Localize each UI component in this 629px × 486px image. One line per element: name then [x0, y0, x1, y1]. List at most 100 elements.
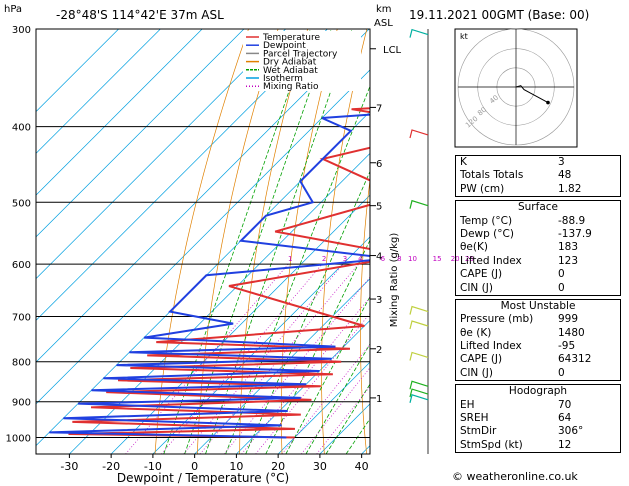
km-axis: LCL 7 6 5 4 3 2 1	[370, 45, 402, 405]
isotherm-line	[236, 319, 370, 454]
stats-value: 0	[558, 366, 565, 379]
stats-row: EH 70	[456, 399, 620, 412]
wind-barb	[409, 351, 429, 361]
surface-title: Surface	[517, 201, 558, 214]
km-tick-label: 2	[376, 345, 382, 356]
stats-row: Dewp (°C) -137.9	[456, 228, 620, 241]
hodograph-end-point	[546, 100, 550, 105]
mixing-ratio-line	[255, 312, 370, 454]
stats-value: -88.9	[558, 214, 586, 227]
stats-value: 70	[558, 398, 572, 411]
stats-key: PW (cm)	[460, 182, 505, 195]
stats-row: StmSpd (kt) 12	[456, 439, 620, 452]
wind-barbs	[409, 28, 429, 454]
legend-item-label: Wet Adiabat	[263, 66, 318, 76]
mixing-ratio-label: 6	[381, 255, 386, 263]
stats-value: 1480	[558, 326, 585, 339]
stats-row: Pressure (mb) 999	[456, 313, 620, 326]
mixing-ratio-label: 2	[322, 255, 326, 263]
wind-barb	[409, 305, 429, 315]
wind-barb	[409, 28, 429, 38]
stats-row: CAPE (J) 0	[456, 268, 620, 281]
stats-row: PW (cm) 1.82	[456, 183, 620, 196]
plot-frame	[35, 28, 371, 455]
mixing-ratio-line	[183, 263, 344, 454]
stats-key: CIN (J)	[460, 281, 493, 294]
wind-barb	[409, 320, 429, 330]
stats-value: 0	[558, 281, 565, 294]
stats-key: K	[460, 156, 467, 168]
stats-key: Dewp (°C)	[460, 227, 514, 240]
stats-value: 1.82	[558, 182, 582, 195]
isotherm-line	[36, 29, 286, 280]
stats-row: Lifted Index 123	[456, 255, 620, 268]
hodograph-table: Hodograph EH 70 SREH 64 StmDir 306° StmSpd (kt…	[455, 384, 621, 454]
stats-key: θe(K)	[460, 241, 488, 254]
isotherm-line	[36, 29, 119, 113]
stats-key: StmDir	[460, 425, 497, 438]
wet-adiabat-line	[285, 295, 370, 454]
wind-barb	[409, 394, 429, 403]
stats-key: Totals Totals	[460, 169, 524, 182]
hodograph-unit-label: kt	[460, 32, 468, 41]
stats-row: Temp (°C) -88.9	[456, 215, 620, 228]
mixing-ratio-label: 4	[358, 255, 363, 263]
pressure-tick-label: 300	[12, 25, 31, 36]
wet-adiabat-line	[265, 239, 370, 454]
mixing-ratio-line	[199, 263, 359, 454]
pressure-tick-label: 500	[12, 198, 31, 209]
stats-value: 64312	[558, 353, 592, 366]
x-tick-label: -10	[144, 460, 162, 473]
legend-box	[243, 31, 361, 91]
stats-row: Totals Totals 48	[456, 169, 620, 182]
stats-row: SREH 64	[456, 412, 620, 425]
stats-key: EH	[460, 398, 475, 411]
stats-key: Pressure (mb)	[460, 313, 534, 326]
x-tick-label: -20	[102, 460, 120, 473]
mixing-ratio-label: 10	[408, 255, 417, 263]
stats-key: StmSpd (kt)	[460, 438, 523, 451]
location-title: -28°48'S 114°42'E 37m ASL	[56, 8, 224, 22]
pressure-tick-label: 800	[12, 358, 31, 369]
stats-value: 48	[558, 169, 572, 182]
wet-adiabat-line	[245, 170, 370, 454]
pressure-tick-label: 1000	[6, 433, 31, 444]
legend-item-label: Dewpoint	[263, 41, 306, 51]
stats-value: -95	[558, 340, 576, 353]
pressure-unit-label: hPa	[4, 4, 22, 15]
dry-adiabat-line	[435, 29, 456, 454]
isotherm-line	[277, 361, 370, 454]
stats-row: CIN (J) 0	[456, 367, 620, 380]
stats-value: 999	[558, 313, 579, 326]
hodograph-title: Hodograph	[508, 385, 568, 398]
copyright-footer: © weatheronline.co.uk	[452, 470, 578, 483]
mixing-ratio-axis-label: Mixing Ratio (g/kg)	[389, 233, 400, 328]
isotherm-line	[36, 29, 370, 363]
stats-key: Temp (°C)	[460, 214, 513, 227]
x-tick-label: 10	[229, 460, 243, 473]
datetime-title: 19.11.2021 00GMT (Base: 00)	[409, 8, 589, 22]
dewpoint-series	[49, 113, 370, 439]
stats-row: θe (K) 1480	[456, 327, 620, 340]
wind-barb	[409, 388, 429, 398]
legend-item-label: Dry Adiabat	[263, 58, 317, 68]
hodograph-trace	[515, 85, 549, 104]
stats-key: SREH	[460, 412, 489, 425]
wet-adiabat-line	[325, 383, 370, 454]
stats-value: 0	[558, 268, 565, 281]
km-tick-label: 3	[376, 295, 382, 306]
dewpoint-line	[49, 113, 370, 439]
mixing-ratio-label: 1	[288, 255, 292, 263]
stats-value: 64	[558, 412, 572, 425]
legend-item-label: Mixing Ratio	[263, 82, 319, 92]
km-tick-label: 5	[376, 202, 382, 213]
hodograph-ring-label: 80	[476, 106, 488, 118]
wind-barb	[409, 129, 429, 139]
isotherm-line	[36, 69, 370, 405]
pressure-axis-ticks: 300 400 500 600 700 800 900 1000	[6, 25, 31, 444]
stats-value: 123	[558, 254, 579, 267]
km-tick-label: 7	[376, 103, 382, 114]
dry-adiabat-line	[154, 29, 249, 454]
stats-key: CAPE (J)	[460, 353, 503, 366]
